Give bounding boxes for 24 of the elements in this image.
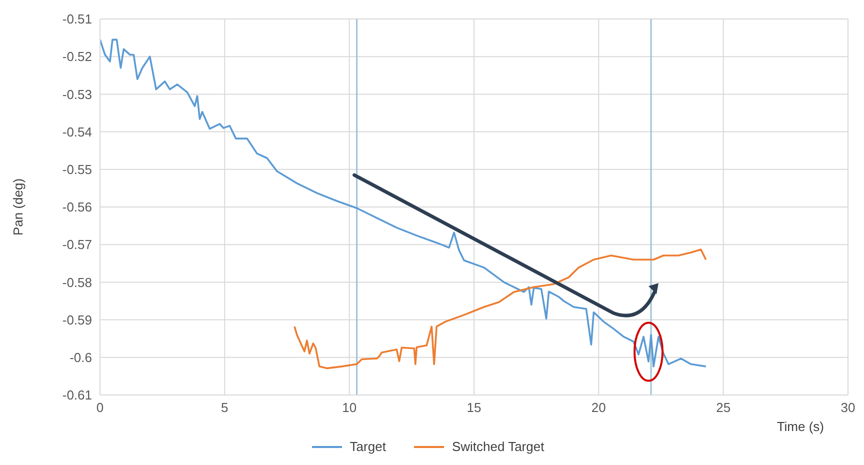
y-tick-label: -0.51 [62, 12, 92, 27]
y-tick-label: -0.54 [62, 124, 92, 140]
legend-label: Target [350, 439, 386, 454]
x-tick-label: 0 [96, 400, 104, 416]
y-axis-title: Pan (deg) [10, 178, 26, 236]
y-tick-label: -0.52 [62, 49, 92, 64]
y-tick-label: -0.58 [62, 274, 92, 290]
line-series [100, 38, 707, 368]
x-tick-label: 25 [716, 400, 731, 416]
y-tick-label: -0.56 [62, 200, 92, 215]
y-tick-label: -0.57 [62, 237, 92, 252]
y-tick-label: -0.59 [62, 312, 92, 328]
y-tick-label: -0.6 [70, 350, 92, 366]
legend-label: Switched Target [452, 439, 544, 454]
x-tick-label: 10 [342, 400, 357, 416]
line-series [294, 248, 707, 370]
y-tick-label: -0.53 [62, 86, 92, 102]
y-tick-label: -0.55 [62, 162, 92, 178]
x-tick-label: 20 [591, 400, 606, 416]
x-tick-label: 15 [466, 400, 482, 416]
y-tick-label: -0.61 [62, 388, 92, 403]
x-tick-label: 30 [840, 400, 856, 416]
x-axis-title: Time (s) [776, 419, 824, 434]
x-tick-label: 5 [221, 400, 228, 416]
